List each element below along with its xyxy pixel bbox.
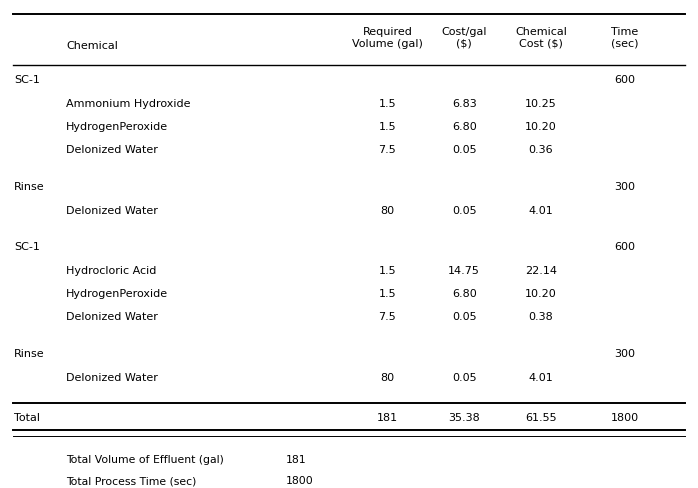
Text: 80: 80 (380, 205, 394, 215)
Text: 1.5: 1.5 (378, 99, 396, 109)
Text: 0.05: 0.05 (452, 372, 477, 382)
Text: Delonized Water: Delonized Water (66, 312, 158, 322)
Text: 10.25: 10.25 (525, 99, 557, 109)
Text: Hydrocloric Acid: Hydrocloric Acid (66, 266, 156, 276)
Text: 4.01: 4.01 (528, 372, 554, 382)
Text: 0.36: 0.36 (528, 145, 554, 155)
Text: 181: 181 (377, 412, 398, 422)
Text: 35.38: 35.38 (448, 412, 480, 422)
Text: Rinse: Rinse (14, 181, 45, 191)
Text: Ammonium Hydroxide: Ammonium Hydroxide (66, 99, 191, 109)
Text: 1800: 1800 (611, 412, 639, 422)
Text: 14.75: 14.75 (448, 266, 480, 276)
Text: 6.80: 6.80 (452, 122, 477, 132)
Text: SC-1: SC-1 (14, 75, 40, 85)
Text: Total: Total (14, 412, 40, 422)
Text: 6.83: 6.83 (452, 99, 477, 109)
Text: HydrogenPeroxide: HydrogenPeroxide (66, 122, 168, 132)
Text: 181: 181 (286, 454, 307, 464)
Text: 300: 300 (614, 181, 635, 191)
Text: 80: 80 (380, 372, 394, 382)
Text: 300: 300 (614, 348, 635, 358)
Text: 600: 600 (614, 242, 635, 252)
Text: HydrogenPeroxide: HydrogenPeroxide (66, 289, 168, 299)
Text: 7.5: 7.5 (378, 312, 396, 322)
Text: 1.5: 1.5 (378, 289, 396, 299)
Text: 0.38: 0.38 (528, 312, 554, 322)
Text: 7.5: 7.5 (378, 145, 396, 155)
Text: Delonized Water: Delonized Water (66, 205, 158, 215)
Text: 4.01: 4.01 (528, 205, 554, 215)
Text: Required
Volume (gal): Required Volume (gal) (352, 27, 423, 49)
Text: Delonized Water: Delonized Water (66, 372, 158, 382)
Text: 6.80: 6.80 (452, 289, 477, 299)
Text: 0.05: 0.05 (452, 145, 477, 155)
Text: Total Volume of Effluent (gal): Total Volume of Effluent (gal) (66, 454, 224, 464)
Text: 22.14: 22.14 (525, 266, 557, 276)
Text: 1.5: 1.5 (378, 266, 396, 276)
Text: 10.20: 10.20 (525, 122, 557, 132)
Text: SC-1: SC-1 (14, 242, 40, 252)
Text: Delonized Water: Delonized Water (66, 145, 158, 155)
Text: Time
(sec): Time (sec) (611, 27, 639, 49)
Text: 600: 600 (614, 75, 635, 85)
Text: 0.05: 0.05 (452, 312, 477, 322)
Text: 1800: 1800 (286, 475, 314, 485)
Text: 61.55: 61.55 (525, 412, 557, 422)
Text: Cost/gal
($): Cost/gal ($) (441, 27, 487, 49)
Text: Total Process Time (sec): Total Process Time (sec) (66, 475, 197, 485)
Text: Rinse: Rinse (14, 348, 45, 358)
Text: Chemical: Chemical (66, 41, 118, 51)
Text: 0.05: 0.05 (452, 205, 477, 215)
Text: 10.20: 10.20 (525, 289, 557, 299)
Text: 1.5: 1.5 (378, 122, 396, 132)
Text: Chemical
Cost ($): Chemical Cost ($) (515, 27, 567, 49)
